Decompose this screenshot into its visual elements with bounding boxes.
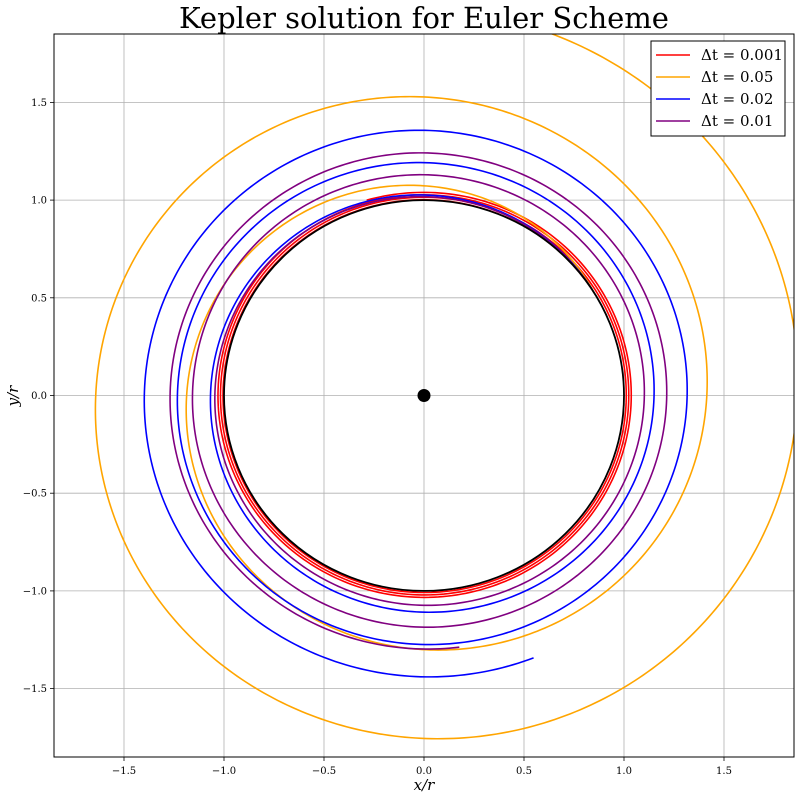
y-tick-label: −0.5 bbox=[23, 489, 47, 500]
x-tick-label: −1.0 bbox=[212, 766, 236, 777]
x-tick-label: 0.5 bbox=[516, 766, 532, 777]
orbit-series-2 bbox=[94, 34, 794, 740]
x-tick-label: −1.5 bbox=[112, 766, 136, 777]
legend-label: Δt = 0.05 bbox=[701, 68, 773, 86]
x-tick-label: −0.5 bbox=[312, 766, 336, 777]
legend-label: Δt = 0.01 bbox=[701, 112, 773, 130]
y-tick-label: 1.0 bbox=[31, 196, 47, 207]
chart-title: Kepler solution for Euler Scheme bbox=[179, 1, 669, 35]
orbit-series-3 bbox=[143, 129, 688, 678]
y-tick-label: 1.5 bbox=[31, 98, 47, 109]
reference-orbit bbox=[223, 199, 625, 592]
legend-label: Δt = 0.001 bbox=[701, 46, 783, 64]
orbit-lines bbox=[94, 34, 794, 740]
legend: Δt = 0.001 Δt = 0.05 Δt = 0.02 Δt = 0.01 bbox=[650, 40, 786, 137]
central-body-marker bbox=[417, 389, 431, 402]
plot-frame bbox=[53, 33, 795, 758]
y-tick-label: −1.0 bbox=[23, 586, 47, 597]
legend-box bbox=[650, 40, 786, 137]
y-tick-label: −1.5 bbox=[23, 684, 47, 695]
legend-label: Δt = 0.02 bbox=[701, 90, 773, 108]
axis-ticks: −1.5 −1.0 −0.5 0.0 0.5 1.0 1.5 −1.5 −1.0 −0.5 0.0 0… bbox=[23, 98, 732, 777]
y-tick-label: 0.0 bbox=[31, 391, 47, 402]
y-tick-label: 0.5 bbox=[31, 293, 47, 304]
x-axis-label: x/r bbox=[414, 776, 436, 794]
orbit-series-4 bbox=[169, 152, 668, 650]
x-tick-label: 1.0 bbox=[616, 766, 632, 777]
x-tick-label: 0.0 bbox=[416, 766, 432, 777]
x-tick-label: 1.5 bbox=[716, 766, 732, 777]
y-axis-label: y/r bbox=[4, 385, 22, 408]
orbit-series-1 bbox=[217, 191, 633, 599]
